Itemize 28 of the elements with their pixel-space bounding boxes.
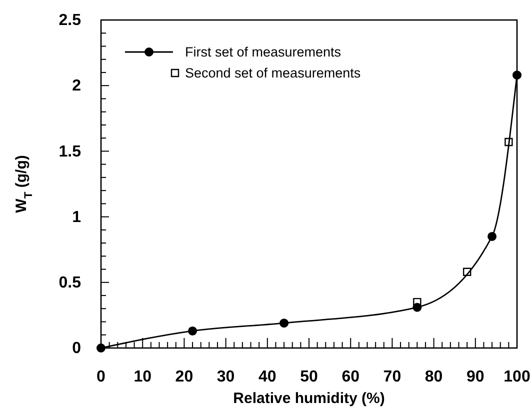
- point: [96, 344, 106, 352]
- x-tick-label: 0: [96, 368, 106, 386]
- legend-label: Second set of measurements: [185, 66, 361, 81]
- point: [488, 232, 497, 241]
- y-tick-label: 0: [72, 340, 82, 358]
- x-tick-label: 50: [300, 368, 318, 386]
- y-tick-label: 1.5: [58, 143, 82, 160]
- x-tick-label: 20: [175, 368, 194, 386]
- point: [280, 318, 289, 328]
- y-tick-label: 1: [72, 208, 82, 226]
- y-tick-label: 2: [72, 78, 82, 95]
- y-tick-label: 0.5: [58, 274, 82, 292]
- x-axis-title: Relative humidity (%): [233, 390, 385, 407]
- point: [188, 326, 198, 336]
- x-tick-label: 70: [383, 368, 402, 386]
- y-tick-label: 2.5: [58, 12, 82, 30]
- point: [462, 268, 472, 276]
- x-tick-label: 90: [466, 368, 484, 386]
- x-tick-label: 100: [504, 368, 530, 386]
- x-tick-label: 30: [216, 368, 235, 386]
- point: [504, 138, 513, 146]
- x-tick-label: 40: [258, 368, 276, 386]
- legend-label: First set of measurements: [185, 44, 342, 60]
- point: [413, 298, 422, 306]
- x-tick-label: 60: [342, 368, 360, 386]
- point: [512, 70, 522, 80]
- x-tick-label: 10: [134, 368, 152, 386]
- x-tick-label: 80: [424, 368, 443, 386]
